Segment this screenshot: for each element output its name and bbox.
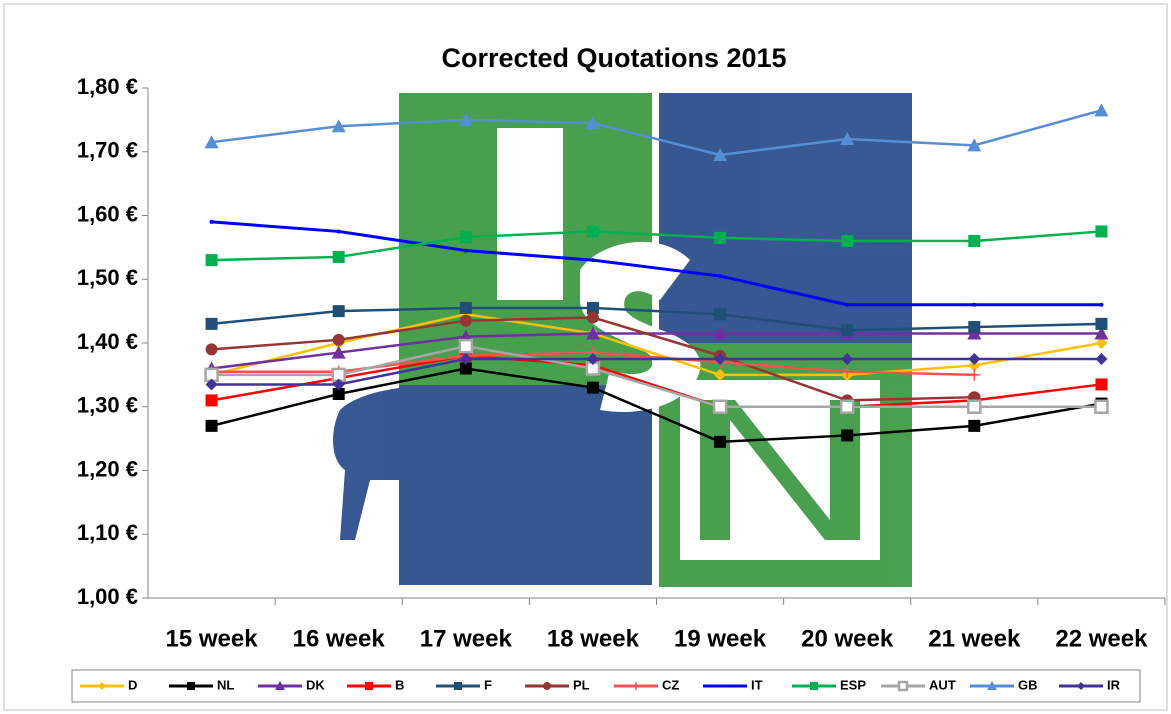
legend-label: DK (306, 677, 325, 692)
marker (206, 254, 218, 266)
marker (460, 340, 472, 352)
marker (454, 682, 462, 690)
chart: Corrected Quotations 2015 1,00 € 1,10 € 1,… (0, 0, 1171, 714)
point (464, 249, 468, 253)
marker (333, 334, 345, 346)
point (972, 303, 976, 307)
legend-label: CZ (662, 677, 679, 692)
y-tick-label: 1,00 € (77, 584, 138, 609)
legend-label: AUT (929, 677, 956, 692)
y-tick-label: 1,60 € (77, 201, 138, 226)
x-tick-label: 16 week (293, 625, 386, 652)
marker (968, 420, 980, 432)
marker (714, 308, 726, 320)
marker (333, 251, 345, 263)
legend-label: IT (751, 677, 763, 692)
marker (587, 382, 599, 394)
y-tick-label: 1,20 € (77, 456, 138, 481)
point (210, 220, 214, 224)
marker (1095, 225, 1107, 237)
marker (365, 682, 373, 690)
point (845, 303, 849, 307)
marker (587, 312, 599, 324)
marker (187, 682, 195, 690)
marker (333, 305, 345, 317)
legend-label: PL (573, 677, 590, 692)
legend-label: IR (1107, 677, 1121, 692)
marker (543, 682, 551, 690)
legend-label: F (484, 677, 492, 692)
marker (899, 682, 907, 690)
x-tick-label: 15 week (166, 625, 259, 652)
marker (714, 232, 726, 244)
y-tick-label: 1,50 € (77, 265, 138, 290)
marker (841, 324, 853, 336)
legend-label: NL (217, 677, 234, 692)
marker (1095, 401, 1107, 413)
marker (587, 225, 599, 237)
marker (1095, 378, 1107, 390)
marker (1095, 318, 1107, 330)
marker (968, 321, 980, 333)
point (718, 274, 722, 278)
legend-label: B (395, 677, 404, 692)
marker (460, 315, 472, 327)
x-tick-label: 19 week (674, 625, 767, 652)
background-logo (333, 93, 912, 587)
legend-label: ESP (840, 677, 866, 692)
marker (841, 401, 853, 413)
marker (206, 394, 218, 406)
marker (714, 401, 726, 413)
marker (968, 401, 980, 413)
marker (206, 343, 218, 355)
marker (460, 231, 472, 243)
marker (714, 436, 726, 448)
marker (841, 235, 853, 247)
x-tick-label: 20 week (801, 625, 894, 652)
x-tick-label: 17 week (420, 625, 513, 652)
point (591, 258, 595, 262)
point (1099, 303, 1103, 307)
marker (460, 302, 472, 314)
marker (810, 682, 818, 690)
point (337, 229, 341, 233)
marker (206, 420, 218, 432)
y-tick-label: 1,10 € (77, 520, 138, 545)
x-tick-label: 21 week (928, 625, 1021, 652)
chart-title: Corrected Quotations 2015 (441, 43, 786, 73)
y-tick-label: 1,30 € (77, 393, 138, 418)
marker (841, 429, 853, 441)
x-tick-label: 18 week (547, 625, 640, 652)
marker (206, 318, 218, 330)
marker (968, 235, 980, 247)
legend-label: GB (1018, 677, 1038, 692)
y-tick-label: 1,40 € (77, 329, 138, 354)
y-tick-label: 1,80 € (77, 74, 138, 99)
legend-label: D (128, 677, 137, 692)
x-tick-label: 22 week (1055, 625, 1148, 652)
y-tick-label: 1,70 € (77, 138, 138, 163)
